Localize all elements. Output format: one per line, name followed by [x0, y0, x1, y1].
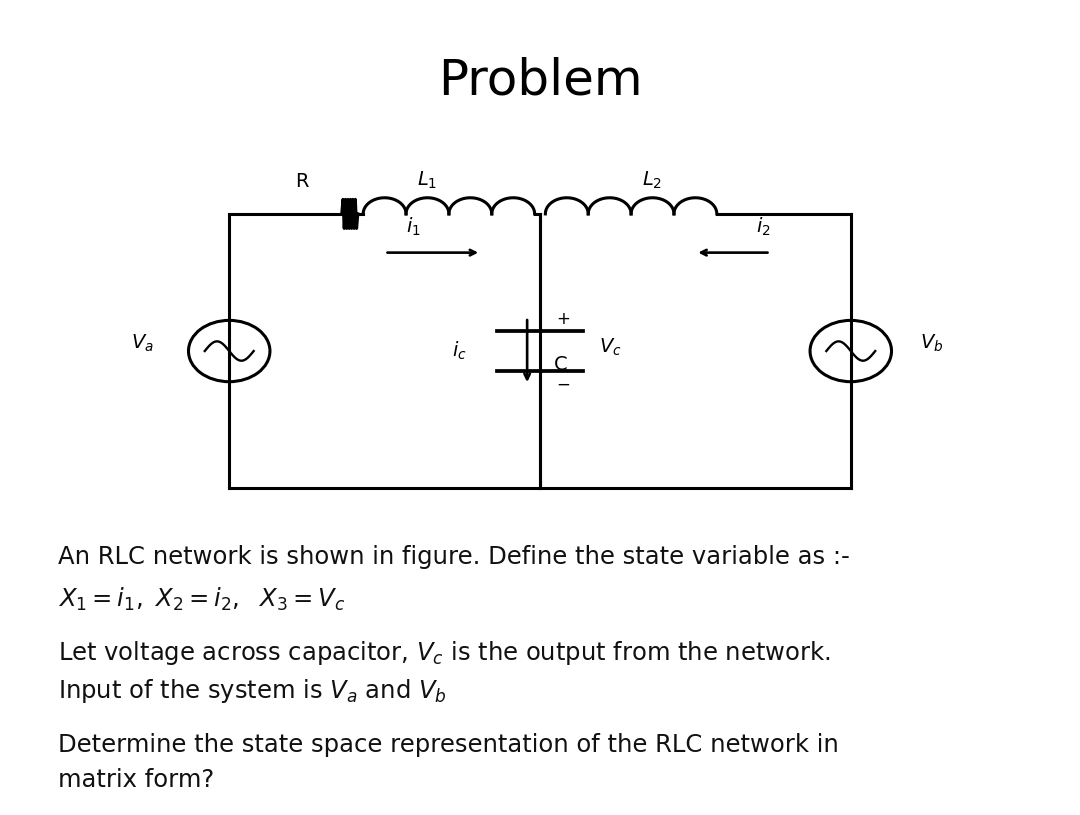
- Text: Let voltage across capacitor, $V_c$ is the output from the network.: Let voltage across capacitor, $V_c$ is t…: [57, 639, 831, 667]
- Text: Input of the system is $V_a$ and $V_b$: Input of the system is $V_a$ and $V_b$: [57, 677, 447, 706]
- Text: Determine the state space representation of the RLC network in: Determine the state space representation…: [57, 733, 838, 756]
- Text: $-$: $-$: [556, 374, 570, 392]
- Text: An RLC network is shown in figure. Define the state variable as :-: An RLC network is shown in figure. Defin…: [57, 544, 850, 569]
- Text: $L_1$: $L_1$: [417, 170, 437, 192]
- Text: R: R: [295, 172, 309, 192]
- Text: matrix form?: matrix form?: [57, 769, 214, 792]
- Text: $i_2$: $i_2$: [756, 216, 770, 238]
- Text: $V_b$: $V_b$: [920, 333, 944, 354]
- Text: $X_1 = i_1,\ X_2 = i_2,\ \ X_3 = V_c$: $X_1 = i_1,\ X_2 = i_2,\ \ X_3 = V_c$: [57, 586, 346, 613]
- Text: Problem: Problem: [437, 57, 643, 105]
- Text: $V_c$: $V_c$: [599, 337, 622, 358]
- Text: $V_a$: $V_a$: [132, 333, 154, 354]
- Text: $L_2$: $L_2$: [643, 170, 663, 192]
- Text: +: +: [556, 310, 570, 328]
- Text: C: C: [554, 355, 568, 374]
- Text: $i_c$: $i_c$: [453, 340, 468, 362]
- Text: $i_1$: $i_1$: [406, 216, 421, 238]
